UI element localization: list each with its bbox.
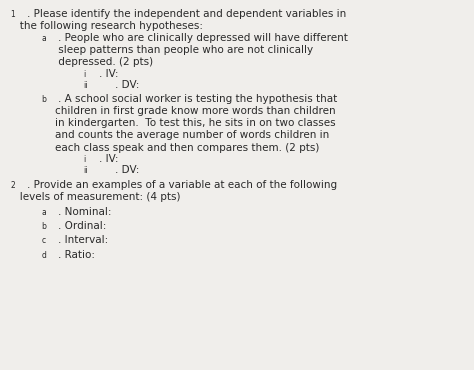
Text: ii: ii <box>83 81 87 90</box>
Text: b: b <box>42 222 46 231</box>
Text: . DV:: . DV: <box>115 80 140 90</box>
Text: a: a <box>42 208 46 216</box>
Text: i: i <box>83 155 85 164</box>
Text: each class speak and then compares them. (2 pts): each class speak and then compares them.… <box>42 142 319 152</box>
Text: children in first grade know more words than children: children in first grade know more words … <box>42 106 335 116</box>
Text: . Interval:: . Interval: <box>58 235 108 245</box>
Text: . People who are clinically depressed will have different: . People who are clinically depressed wi… <box>58 33 348 43</box>
Text: . DV:: . DV: <box>115 165 140 175</box>
Text: a: a <box>42 34 46 43</box>
Text: and counts the average number of words children in: and counts the average number of words c… <box>42 130 329 140</box>
Text: levels of measurement: (4 pts): levels of measurement: (4 pts) <box>10 192 181 202</box>
Text: depressed. (2 pts): depressed. (2 pts) <box>42 57 153 67</box>
Text: . IV:: . IV: <box>99 154 118 164</box>
Text: . Please identify the independent and dependent variables in: . Please identify the independent and de… <box>27 9 346 18</box>
Text: . Ordinal:: . Ordinal: <box>58 221 106 231</box>
Text: d: d <box>42 251 46 260</box>
Text: 1: 1 <box>10 10 15 18</box>
Text: sleep patterns than people who are not clinically: sleep patterns than people who are not c… <box>42 45 313 55</box>
Text: . Provide an examples of a variable at each of the following: . Provide an examples of a variable at e… <box>27 180 337 190</box>
Text: b: b <box>42 95 46 104</box>
Text: i: i <box>83 70 85 78</box>
Text: in kindergarten.  To test this, he sits in on two classes: in kindergarten. To test this, he sits i… <box>42 118 335 128</box>
Text: c: c <box>42 236 46 245</box>
Text: the following research hypotheses:: the following research hypotheses: <box>10 21 203 31</box>
Text: . A school social worker is testing the hypothesis that: . A school social worker is testing the … <box>58 94 337 104</box>
Text: . IV:: . IV: <box>99 68 118 78</box>
Text: . Ratio:: . Ratio: <box>58 250 95 260</box>
Text: 2: 2 <box>10 181 15 190</box>
Text: . Nominal:: . Nominal: <box>58 206 111 216</box>
Text: ii: ii <box>83 166 87 175</box>
